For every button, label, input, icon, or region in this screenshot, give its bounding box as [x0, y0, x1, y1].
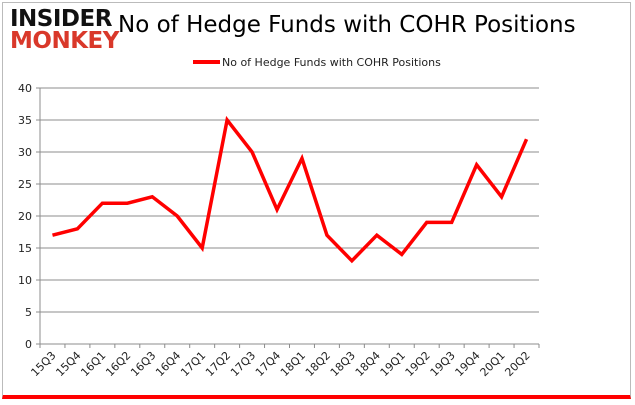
- x-tick-label: 15Q4: [53, 349, 83, 379]
- x-tick-label: 18Q2: [303, 349, 333, 379]
- x-tick-label: 20Q2: [502, 349, 532, 379]
- y-tick-label: 25: [18, 178, 32, 191]
- x-tick-label: 16Q1: [78, 349, 108, 379]
- x-tick-label: 18Q1: [278, 349, 308, 379]
- x-tick-label: 19Q1: [378, 349, 408, 379]
- x-tick-label: 16Q4: [153, 349, 183, 379]
- x-tick-label: 15Q3: [28, 349, 58, 379]
- x-tick-label: 18Q4: [353, 349, 383, 379]
- insider-monkey-logo: INSIDER MONKEY: [10, 6, 119, 54]
- x-tick-label: 17Q1: [178, 349, 208, 379]
- x-tick-label: 19Q3: [428, 349, 458, 379]
- x-tick-label: 19Q4: [453, 349, 483, 379]
- x-tick-label: 17Q3: [228, 349, 258, 379]
- y-tick-label: 35: [18, 114, 32, 127]
- x-tick-label: 16Q3: [128, 349, 158, 379]
- series-line: [52, 115, 529, 264]
- chart-frame: [2, 2, 631, 399]
- x-tick-label: 17Q4: [253, 349, 283, 379]
- y-tick-label: 30: [18, 146, 32, 159]
- legend-label: No of Hedge Funds with COHR Positions: [222, 56, 441, 69]
- chart-title: No of Hedge Funds with COHR Positions: [118, 12, 576, 38]
- logo-line1: INSIDER: [10, 6, 112, 32]
- x-tick-label: 17Q2: [203, 349, 233, 379]
- y-tick-label: 15: [18, 242, 32, 255]
- x-tick-label: 20Q1: [478, 349, 508, 379]
- y-tick-label: 0: [25, 338, 32, 351]
- x-tick-label: 18Q3: [328, 349, 358, 379]
- y-tick-label: 40: [18, 82, 32, 95]
- y-tick-label: 5: [25, 306, 32, 319]
- x-tick-label: 16Q2: [103, 349, 133, 379]
- x-tick-label: 19Q2: [403, 349, 433, 379]
- y-tick-label: 10: [18, 274, 32, 287]
- logo-line2: MONKEY: [10, 28, 119, 54]
- y-tick-label: 20: [18, 210, 32, 223]
